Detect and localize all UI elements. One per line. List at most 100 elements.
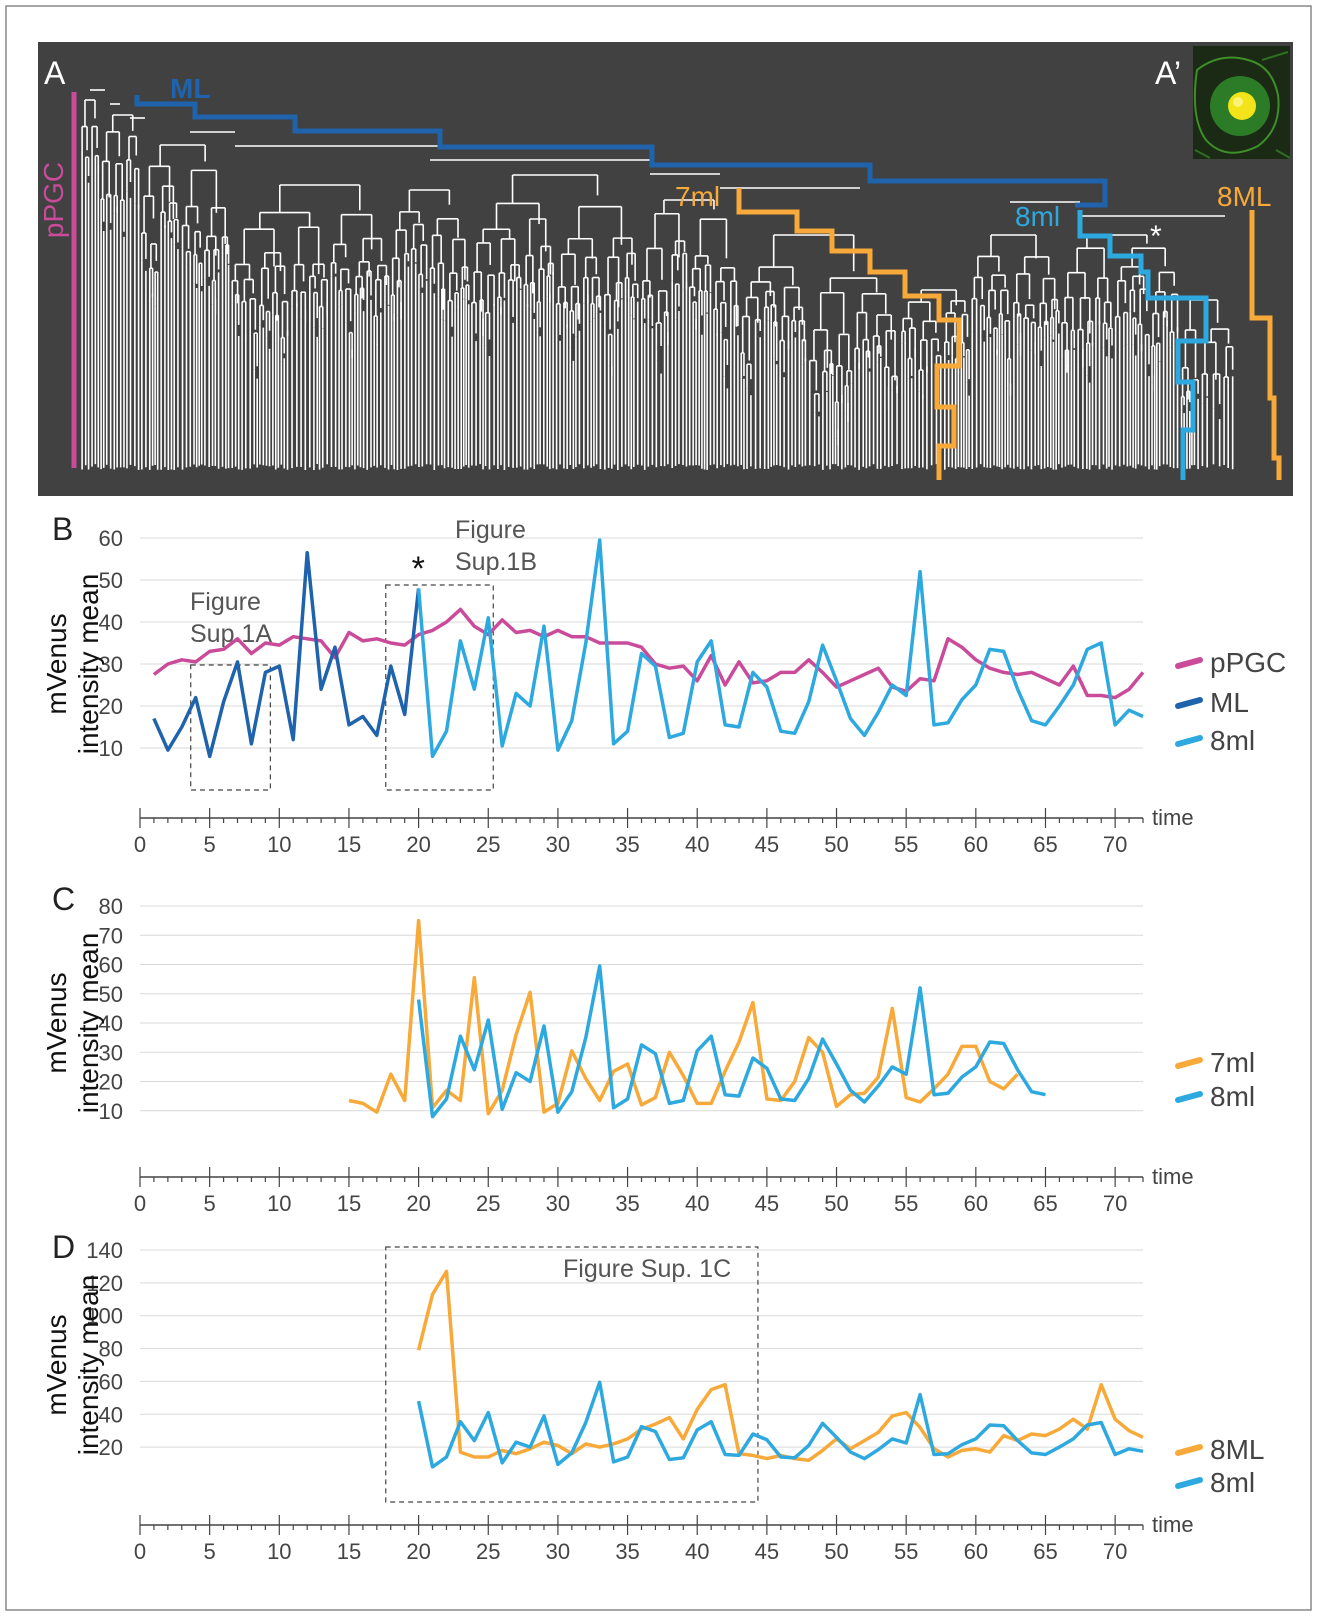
x-tick-label: 50 [824,1191,848,1216]
y-tick-label: 10 [99,1099,123,1124]
legend-label: 8ml [1210,725,1255,756]
y-tick-label: 80 [99,1337,123,1362]
y-tick-label: 40 [99,1402,123,1427]
legend-swatch [1175,697,1203,709]
annotation-label: Figure Sup. 1C [563,1255,731,1283]
x-tick-label: 5 [204,832,216,857]
y-tick-label: 10 [99,736,123,761]
y-tick-label: 40 [99,610,123,635]
x-tick-label: 45 [755,832,779,857]
legend-label: 7ml [1210,1047,1255,1078]
y-tick-label: 70 [99,923,123,948]
series-line-ml [152,550,421,759]
chart-panel-b: 10 20 30 40 50 60 0 5 10 15 20 25 30 35 40 45 50 55 60 65 70… [41,516,1286,857]
x-tick-label: 35 [615,1539,639,1564]
x-tick-label: 25 [476,832,500,857]
8ml-lineage-label: 8ml [1015,201,1060,232]
legend-label: 8ml [1210,1081,1255,1112]
x-tick-label: 65 [1033,1539,1057,1564]
panel-b-label: B [52,511,73,547]
y-tick-label: 60 [99,953,123,978]
y-axis-label: mVenus [41,613,72,714]
x-tick-label: 65 [1033,832,1057,857]
highlight-box [385,584,494,791]
chart-panel-c: 10 20 30 40 50 60 70 80 0 5 10 15 20 25 30 35 40 45 50 55 60… [41,894,1255,1216]
highlighted-lineages [71,92,1282,480]
series-line-7ml [348,918,1019,1116]
chart-panel-d: 20 40 60 80 100 120 140 0 5 10 15 20 25 30 35 40 45 50 55 6… [41,1238,1264,1564]
y-tick-label: 80 [99,894,123,919]
x-tick-label: 20 [406,832,430,857]
inset-cell-image [1193,46,1291,159]
y-axis-label: intensity mean [73,1275,104,1456]
panel-a-asterisk: * [1150,220,1162,253]
x-tick-label: 50 [824,1539,848,1564]
panel-d-label: D [52,1229,75,1265]
x-tick-label: 60 [964,832,988,857]
y-tick-label: 50 [99,982,123,1007]
y-tick-label: 20 [99,694,123,719]
x-axis-label: time [1152,1164,1194,1189]
annotation-label: Figure [190,588,261,616]
legend-swatch [1175,1444,1203,1456]
y-tick-label: 30 [99,1040,123,1065]
y-tick-label: 30 [99,652,123,677]
x-tick-label: 40 [685,1539,709,1564]
legend-swatch [1175,1091,1203,1103]
8ml-upper-lineage-label: 8ML [1217,181,1271,212]
x-tick-label: 45 [755,1539,779,1564]
series-line-8ml [416,964,1046,1119]
x-tick-label: 10 [267,832,291,857]
figure-border [5,5,1312,1611]
legend-label: pPGC [1210,647,1286,678]
x-axis-label: time [1152,1512,1194,1537]
x-tick-label: 30 [546,1539,570,1564]
asterisk-marker: * [412,550,425,588]
x-tick-label: 10 [267,1539,291,1564]
x-tick-label: 20 [406,1191,430,1216]
x-tick-label: 60 [964,1191,988,1216]
x-tick-label: 30 [546,1191,570,1216]
legend-label: ML [1210,687,1249,718]
legend-label: 8ml [1210,1467,1255,1498]
ml-lineage-label: ML [170,73,210,104]
y-axis-label: mVenus [41,1314,72,1415]
x-tick-label: 70 [1103,832,1127,857]
x-tick-label: 40 [685,832,709,857]
x-tick-label: 15 [337,1191,361,1216]
y-tick-label: 140 [86,1238,123,1263]
x-tick-label: 45 [755,1191,779,1216]
x-tick-label: 25 [476,1539,500,1564]
x-tick-label: 15 [337,1539,361,1564]
x-tick-label: 55 [894,832,918,857]
x-tick-label: 70 [1103,1539,1127,1564]
panel-a-prime-label: A’ [1155,55,1181,91]
y-tick-label: 20 [99,1070,123,1095]
series-line-ppgc [152,607,1145,700]
ppgc-lineage-label: pPGC [38,162,69,238]
y-tick-label: 40 [99,1011,123,1036]
annotation-label: Sup.1B [455,548,537,576]
x-tick-label: 0 [134,1191,146,1216]
series-line-8ml [416,538,1144,759]
x-tick-label: 10 [267,1191,291,1216]
panel-a-label: A [44,55,66,91]
x-tick-label: 35 [615,832,639,857]
x-tick-label: 50 [824,832,848,857]
legend-swatch [1175,735,1203,747]
x-tick-label: 5 [204,1539,216,1564]
annotation-label: Figure [455,516,526,544]
y-tick-label: 20 [99,1435,123,1460]
y-axis-label: intensity mean [73,574,104,755]
y-tick-label: 120 [86,1271,123,1296]
x-tick-label: 20 [406,1539,430,1564]
x-tick-label: 60 [964,1539,988,1564]
x-tick-label: 15 [337,832,361,857]
x-tick-label: 25 [476,1191,500,1216]
legend-swatch [1175,657,1203,669]
y-axis-label: intensity mean [73,933,104,1114]
y-tick-label: 60 [99,1369,123,1394]
x-tick-label: 40 [685,1191,709,1216]
